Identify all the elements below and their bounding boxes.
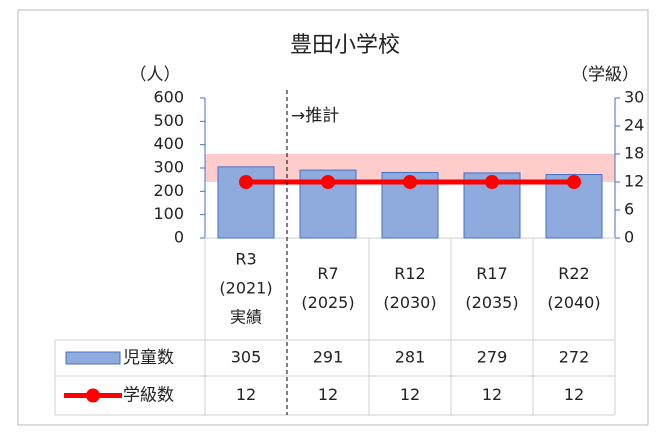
y-tick-label: 200	[153, 181, 184, 200]
x-tick-label: 実績	[230, 308, 262, 327]
y2-tick-label: 6	[624, 200, 634, 219]
x-tick-label: R12	[394, 264, 425, 283]
y2-tick-label: 0	[624, 228, 634, 247]
x-tick-label: R7	[317, 264, 338, 283]
y-tick-label: 500	[153, 111, 184, 130]
line-marker	[403, 175, 417, 189]
y-tick-label: 600	[153, 88, 184, 107]
y2-tick-label: 18	[624, 144, 644, 163]
table-value: 279	[477, 348, 508, 367]
table-value: 12	[318, 385, 338, 404]
y2-tick-label: 12	[624, 172, 644, 191]
table-value: 272	[559, 348, 590, 367]
table-value: 305	[231, 348, 262, 367]
x-tick-label: (2040)	[547, 293, 600, 312]
y-axis-label: （人）	[130, 65, 181, 85]
legend-label: 学級数	[123, 386, 174, 406]
chart-title: 豊田小学校	[290, 33, 400, 58]
x-tick-label: (2021)	[219, 279, 272, 298]
table-value: 281	[395, 348, 426, 367]
x-tick-label: (2025)	[301, 293, 354, 312]
x-tick-label: R3	[235, 250, 256, 269]
y-tick-label: 300	[153, 158, 184, 177]
x-tick-label: (2035)	[465, 293, 518, 312]
legend-key	[65, 351, 121, 365]
legend-key	[86, 388, 100, 403]
x-tick-label: R17	[476, 264, 507, 283]
table-value: 12	[564, 385, 584, 404]
line-marker	[321, 175, 335, 189]
y2-tick-label: 30	[624, 88, 644, 107]
x-tick-label: R22	[558, 264, 589, 283]
y2-tick-label: 24	[624, 116, 644, 135]
y-tick-label: 100	[153, 204, 184, 223]
y-tick-label: 0	[174, 228, 184, 247]
table-value: 12	[482, 385, 502, 404]
y-tick-label: 400	[153, 134, 184, 153]
line-marker	[567, 175, 581, 189]
x-tick-label: (2030)	[383, 293, 436, 312]
table-value: 12	[400, 385, 420, 404]
table-value: 291	[313, 348, 344, 367]
legend-label: 児童数	[123, 348, 174, 368]
y2-axis-label: （学級）	[571, 65, 639, 85]
line-marker	[485, 175, 499, 189]
annotation: →推計	[291, 106, 339, 126]
line-marker	[239, 175, 253, 189]
table-value: 12	[236, 385, 256, 404]
